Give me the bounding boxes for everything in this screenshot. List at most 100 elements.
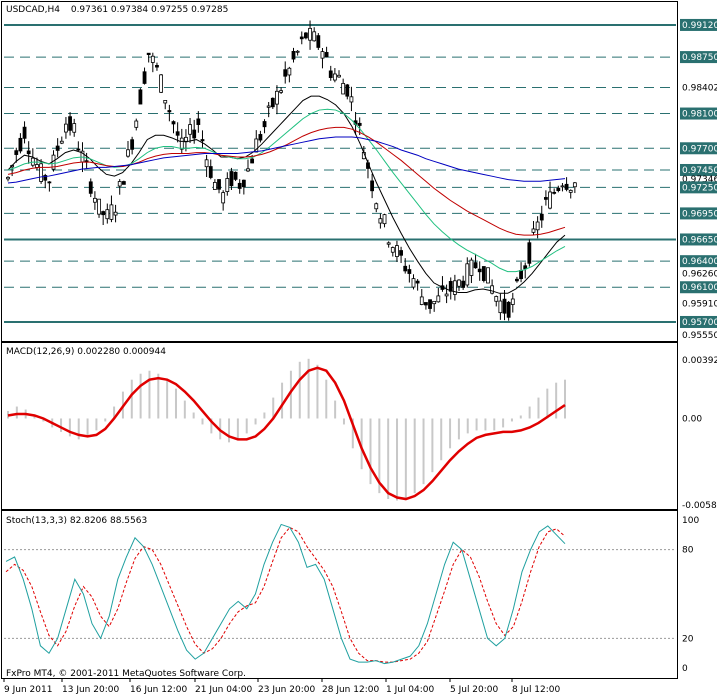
price-level-box (680, 107, 717, 120)
candle-body (204, 159, 209, 168)
time-tick-label: 8 Jul 12:00 (512, 685, 561, 695)
candle-body (146, 52, 151, 55)
candle-body (101, 211, 106, 216)
candle-body (47, 181, 52, 184)
candle-body (126, 149, 130, 157)
time-tick-label: 1 Jul 04:00 (386, 685, 435, 695)
candle-body (572, 182, 577, 188)
macd-tick-label: 0.00392 (682, 356, 717, 366)
price-level-box (680, 163, 717, 176)
candle-body (469, 259, 474, 276)
candle-body (68, 116, 72, 131)
candle-body (535, 221, 540, 231)
candle-body (258, 134, 263, 141)
candle-body (270, 97, 275, 108)
candle-body (105, 209, 110, 220)
price-tick-label: 0.97450 (682, 166, 717, 176)
candle-body (328, 70, 333, 78)
price-tick-label: 0.97250 (682, 183, 717, 193)
candles (6, 20, 577, 321)
candle-body (556, 187, 561, 191)
candle-body (486, 267, 490, 284)
candle-body (312, 31, 317, 42)
time-tick-label: 9 Jun 2011 (4, 685, 52, 695)
candle-body (117, 181, 122, 187)
symbol-timeframe: USDCAD,H4 (6, 5, 60, 15)
candle-body (26, 150, 31, 155)
candle-body (357, 122, 362, 126)
stoch-axis: 100 80 20 0 (682, 516, 699, 674)
candle-body (35, 164, 39, 168)
candle-body (279, 90, 283, 93)
candle-body (92, 197, 97, 203)
candle-body (415, 280, 420, 284)
candle-body (494, 296, 499, 302)
candle-body (299, 36, 304, 40)
candle-body (225, 178, 230, 192)
candle-body (163, 100, 168, 104)
candle-body (171, 121, 176, 125)
candle-body (304, 32, 308, 39)
candle-body (527, 242, 532, 264)
candle-body (237, 182, 242, 189)
candle-body (444, 293, 449, 297)
time-tick-label: 23 Jun 20:00 (258, 685, 315, 695)
moving-average-line (7, 95, 566, 294)
symbol-header: USDCAD,H4 0.97361 0.97384 0.97255 0.9728… (6, 5, 228, 15)
price-level-box (680, 181, 717, 194)
candle-body (246, 168, 250, 172)
macd-axis: 0.00392 0.00 -0.0058 (682, 356, 717, 511)
price-level-box (680, 207, 717, 220)
candle-body (490, 285, 495, 294)
candle-body (64, 123, 68, 133)
price-level-box (680, 281, 717, 294)
moving-average-line (7, 126, 566, 236)
candle-body (543, 197, 548, 200)
candle-body (217, 179, 221, 190)
price-tick-label: 0.97346 (682, 175, 717, 185)
candle-body (266, 105, 271, 108)
candle-body (97, 198, 101, 215)
candle-body (428, 299, 432, 309)
time-axis: 9 Jun 2011 13 Jun 20:00 16 Jun 12:00 21 Jun… (3, 678, 561, 695)
candle-body (308, 27, 312, 41)
candle-body (515, 278, 519, 282)
candle-body (39, 163, 44, 182)
candle-body (200, 139, 205, 142)
price-level-box (680, 142, 717, 155)
candle-body (390, 247, 395, 253)
stoch-tick-label: 100 (682, 516, 699, 526)
price-tick-label: 0.96100 (682, 283, 717, 293)
price-level-box (680, 315, 717, 328)
candle-body (283, 69, 288, 77)
stoch-tick-label: 80 (682, 546, 694, 556)
candle-body (448, 281, 453, 292)
candle-body (250, 158, 255, 164)
copyright-text: FxPro MT4, © 2001-2011 MetaQuotes Softwa… (6, 669, 246, 679)
candle-body (155, 64, 159, 68)
candle-body (221, 192, 226, 204)
price-level-box (680, 18, 717, 31)
candle-body (477, 268, 482, 273)
moving-averages (7, 95, 566, 294)
candle-body (378, 218, 383, 224)
candle-body (320, 51, 325, 59)
macd-signal-line (7, 366, 566, 501)
price-level-box (680, 255, 717, 268)
candle-body (134, 120, 139, 128)
candle-body (370, 180, 375, 192)
candle-body (130, 139, 135, 150)
candle-body (22, 126, 27, 139)
candle-body (295, 50, 300, 53)
stoch-signal-line (5, 526, 566, 663)
candle-body (382, 214, 387, 225)
candle-body (159, 74, 163, 93)
price-level-box (680, 233, 717, 246)
candle-body (192, 129, 197, 139)
candle-body (548, 191, 552, 209)
price-tick-label: 0.95700 (682, 318, 717, 328)
price-tick-label: 0.96260 (682, 269, 717, 279)
stoch-main-line (5, 523, 566, 665)
candle-body (254, 138, 259, 153)
